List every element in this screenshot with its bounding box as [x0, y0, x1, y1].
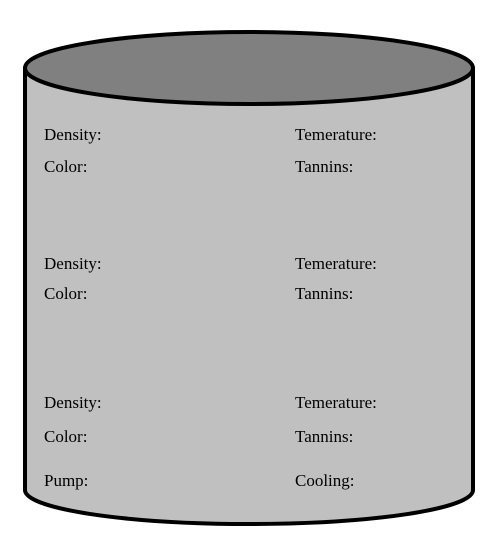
section-1-tannins-label: Tannins: [295, 157, 354, 176]
section-2-tannins-label: Tannins: [295, 284, 354, 303]
section-3-tannins-label: Tannins: [295, 427, 354, 446]
section-1-temperature-label: Temerature: [295, 125, 377, 144]
section-2-temperature-label: Temerature: [295, 254, 377, 273]
tank-top [23, 30, 475, 106]
section-3-density-label: Density: [44, 393, 102, 412]
section-2-color-label: Color: [44, 284, 88, 303]
section-3-color-label: Color: [44, 427, 88, 446]
cooling-label: Cooling: [295, 471, 355, 490]
tank-body [23, 66, 475, 526]
section-1-density-label: Density: [44, 125, 102, 144]
section-1-color-label: Color: [44, 157, 88, 176]
pump-label: Pump: [44, 471, 89, 490]
section-3-temperature-label: Temerature: [295, 393, 377, 412]
section-2-density-label: Density: [44, 254, 102, 273]
